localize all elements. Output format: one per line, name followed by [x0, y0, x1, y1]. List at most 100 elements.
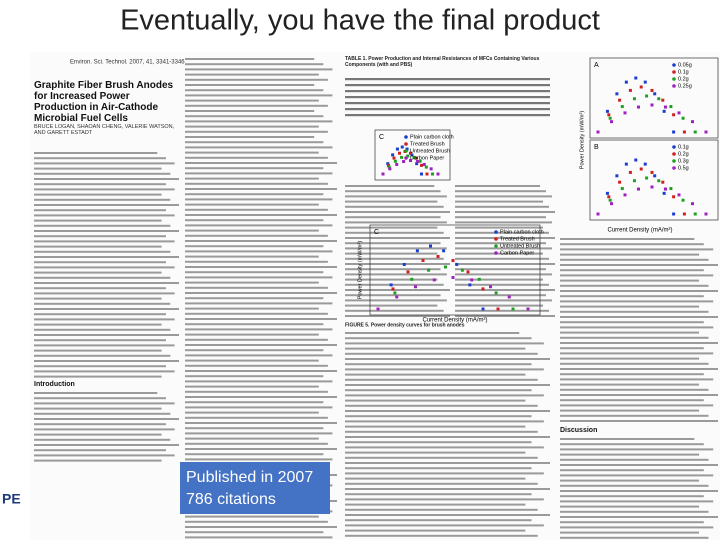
text-line: [560, 531, 700, 534]
plot-point: [639, 167, 643, 171]
text-line: [455, 185, 540, 187]
text-line: [560, 490, 718, 492]
text-line: [560, 269, 704, 272]
text-line: [560, 469, 704, 472]
text-line: [185, 245, 324, 248]
text-line: [455, 242, 546, 245]
text-line: [185, 172, 333, 175]
text-line: [455, 211, 555, 213]
text-line: [185, 130, 328, 133]
text-line: [345, 242, 441, 245]
text-line: [560, 362, 709, 365]
text-line: [185, 333, 319, 336]
text-line: [185, 84, 315, 86]
text-line: [560, 238, 695, 240]
plot-point: [420, 172, 423, 176]
text-line: [185, 422, 337, 424]
text-line: [345, 488, 550, 490]
text-line: [345, 309, 444, 312]
text-line: [185, 198, 333, 201]
text-line: [345, 508, 538, 511]
text-line: [34, 230, 179, 232]
text-line: [455, 294, 546, 297]
y-axis-label: Power Density (mW/m²): [579, 111, 585, 170]
text-line: [560, 399, 704, 402]
text-line: [34, 292, 175, 295]
text-line: [345, 358, 550, 360]
text-line: [34, 224, 171, 227]
plot-point: [398, 151, 401, 155]
plot-point: [387, 165, 391, 169]
plot-point: [662, 191, 666, 195]
text-line: [185, 63, 324, 66]
plot-point: [424, 165, 428, 169]
text-line: [185, 385, 319, 388]
text-line: [345, 384, 550, 386]
text-line: [345, 430, 538, 433]
text-line: [345, 304, 438, 307]
plot-point: [664, 105, 667, 109]
plot-point: [677, 193, 681, 197]
plot-point: [466, 270, 470, 274]
plot-point: [409, 159, 412, 162]
plot-point: [677, 111, 681, 115]
text-line: [560, 274, 714, 277]
text-line: [185, 354, 333, 357]
plot-point: [395, 147, 399, 151]
plot-point: [494, 291, 498, 295]
plot-point: [628, 88, 632, 92]
text-line: [560, 443, 704, 446]
text-line: [345, 373, 526, 376]
text-line: [345, 200, 438, 203]
text-line: [560, 284, 709, 287]
text-line: [345, 226, 438, 229]
text-line: [345, 389, 532, 392]
text-line: [185, 359, 319, 362]
plot-point: [637, 187, 640, 191]
plot-point: [406, 270, 410, 274]
plot-point: [442, 249, 446, 253]
text-line: [560, 248, 714, 251]
text-line: [34, 271, 162, 274]
authors: BRUCE LOGAN, SHAOAN CHENG, VALERIE WATSO…: [34, 124, 175, 136]
text-line: [345, 394, 544, 397]
text-line: [34, 240, 175, 243]
table-row: [345, 96, 550, 99]
text-line: [185, 453, 324, 456]
text-line: [185, 141, 324, 144]
text-line: [34, 354, 171, 357]
text-line: [34, 370, 175, 373]
text-line: [34, 245, 162, 248]
paper-title-box: Graphite Fiber Brush Anodes for Increase…: [34, 80, 173, 124]
text-line: [345, 441, 532, 444]
text-line: [185, 536, 333, 539]
text-line: [560, 305, 700, 308]
text-line: [560, 420, 718, 422]
text-line: [185, 182, 328, 185]
plot-point: [477, 277, 481, 281]
text-line: [455, 304, 543, 307]
text-line: [185, 390, 328, 393]
text-line: [560, 368, 718, 370]
legend-label: 0.2g: [678, 76, 689, 82]
legend-label: Treated Brush: [500, 236, 535, 242]
table-row: [345, 108, 550, 111]
text-line: [34, 162, 175, 165]
text-line: [185, 58, 315, 60]
text-line: [345, 283, 444, 286]
text-line: [560, 484, 709, 487]
text-line: [560, 536, 709, 539]
text-line: [345, 446, 544, 449]
plot-point: [412, 155, 416, 159]
text-line: [560, 464, 718, 466]
text-line: [185, 375, 324, 378]
text-line: [185, 312, 328, 315]
text-line: [345, 247, 447, 250]
plot-point: [650, 103, 654, 107]
text-line: [34, 433, 162, 436]
text-line: [560, 404, 714, 407]
legend-marker: [404, 149, 408, 153]
plot-point: [650, 185, 654, 189]
plot-point: [681, 116, 685, 120]
